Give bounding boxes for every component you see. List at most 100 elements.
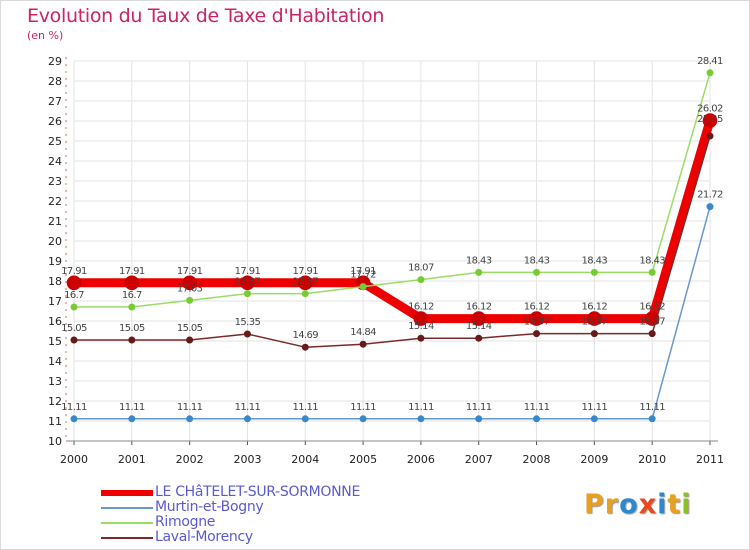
point-le-ch-telet-sur-sormonne-2001 [124,275,140,291]
y-tick-label-14: 14 [48,355,62,368]
data-label-rimogne-2010: 18.43 [639,255,665,266]
data-label-murtin-et-bogny-2000: 11.11 [61,402,87,413]
data-label-le-ch-telet-sur-sormonne-2009: 16.12 [582,302,608,313]
point-murtin-et-bogny-2003 [243,415,251,423]
data-label-le-ch-telet-sur-sormonne-2000: 17.91 [61,266,87,277]
data-label-rimogne-2009: 18.43 [582,255,608,266]
y-tick-label-11: 11 [48,415,62,428]
series-line-le-ch-telet-sur-sormonne [69,116,715,324]
point-rimogne-2000 [70,303,78,311]
data-label-le-ch-telet-sur-sormonne-2007: 16.12 [466,302,492,313]
data-label-le-ch-telet-sur-sormonne-2010: 16.12 [639,302,665,313]
point-laval-morency-2009 [590,330,598,338]
legend-swatch-rimogne [101,522,153,524]
point-murtin-et-bogny-2009 [590,415,598,423]
point-le-ch-telet-sur-sormonne-2003 [240,275,255,291]
point-rimogne-2011 [706,69,714,77]
point-murtin-et-bogny-2000 [70,415,78,423]
proxiti-logo: Proxiti [584,489,692,520]
data-label-murtin-et-bogny-2010: 11.11 [639,402,665,413]
point-laval-morency-2004 [301,343,309,351]
legend-label-laval-morency: Laval-Morency [155,529,253,545]
point-rimogne-2003 [243,290,251,298]
data-label-rimogne-2011: 28.41 [697,56,723,67]
y-tick-label-19: 19 [48,255,62,268]
point-le-ch-telet-sur-sormonne-2006 [413,311,429,326]
point-laval-morency-2011 [706,132,714,140]
point-rimogne-2001 [128,303,136,311]
data-label-murtin-et-bogny-2002: 11.11 [177,402,203,413]
data-label-murtin-et-bogny-2005: 11.11 [350,402,376,413]
data-label-murtin-et-bogny-2008: 11.11 [524,402,550,413]
data-label-murtin-et-bogny-2007: 11.11 [466,402,492,413]
series-layer [66,69,718,423]
data-label-le-ch-telet-sur-sormonne-2011: 26.02 [697,104,723,115]
point-laval-morency-2006 [417,334,425,342]
grid-layer [73,60,711,442]
data-label-le-ch-telet-sur-sormonne-2005: 17.91 [350,266,376,277]
legend-swatch-murtin-et-bogny [101,507,153,509]
data-label-rimogne-2005: 17.72 [350,270,376,281]
point-le-ch-telet-sur-sormonne-2011 [702,113,718,128]
y-tick-label-23: 23 [48,175,62,188]
data-label-murtin-et-bogny-2003: 11.11 [235,402,261,413]
y-tick-label-29: 29 [48,55,62,68]
y-tick-label-16: 16 [48,315,62,328]
data-label-le-ch-telet-sur-sormonne-2004: 17.91 [292,266,318,277]
data-label-rimogne-2008: 18.43 [524,255,550,266]
logo-letter: i [681,489,692,520]
data-label-laval-morency-2000: 15.05 [61,323,87,334]
data-label-rimogne-2002: 17.03 [177,283,203,294]
point-murtin-et-bogny-2011 [706,203,714,211]
logo-letter: t [667,489,682,520]
point-murtin-et-bogny-2008 [533,415,541,423]
point-laval-morency-2008 [533,330,541,338]
point-le-ch-telet-sur-sormonne-2009 [587,311,602,326]
point-le-ch-telet-sur-sormonne-2000 [66,275,82,291]
point-murtin-et-bogny-2010 [648,415,656,423]
x-tick-label-2006: 2006 [407,453,435,466]
data-label-laval-morency-2009: 15.37 [582,317,608,328]
data-label-laval-morency-2006: 15.14 [408,321,434,332]
point-rimogne-2005 [359,283,367,291]
y-tick-label-24: 24 [48,155,62,168]
point-rimogne-2007 [475,268,483,276]
x-tick-label-2007: 2007 [465,453,493,466]
data-label-rimogne-2003: 17.37 [235,277,261,288]
y-tick-label-20: 20 [48,235,62,248]
x-tick-label-2002: 2002 [176,453,204,466]
point-rimogne-2010 [648,268,656,276]
data-label-laval-morency-2003: 15.35 [235,317,261,328]
point-le-ch-telet-sur-sormonne-2008 [529,311,544,326]
logo-letter: i [657,489,668,520]
series-line-rimogne [73,72,711,308]
series-line-laval-morency [73,135,711,348]
x-tick-label-2003: 2003 [233,453,261,466]
y-tick-label-15: 15 [48,335,62,348]
y-tick-label-28: 28 [48,75,62,88]
chart-unit: (en %) [27,29,64,42]
logo-letter: x [638,489,658,520]
point-murtin-et-bogny-2001 [128,415,136,423]
x-tick-label-2001: 2001 [118,453,146,466]
x-tick-label-2008: 2008 [523,453,551,466]
logo-letter: o [619,489,639,520]
point-murtin-et-bogny-2005 [359,415,367,423]
data-label-laval-morency-2005: 14.84 [350,327,376,338]
point-rimogne-2006 [417,276,425,284]
point-laval-morency-2003 [243,330,251,338]
point-rimogne-2009 [590,268,598,276]
point-murtin-et-bogny-2002 [186,415,194,423]
point-laval-morency-2007 [475,334,483,342]
data-label-rimogne-2007: 18.43 [466,255,492,266]
y-tick-label-26: 26 [48,115,62,128]
data-label-rimogne-2001: 16.7 [122,290,142,301]
data-label-laval-morency-2004: 14.69 [292,330,318,341]
x-tick-label-2000: 2000 [60,453,88,466]
point-laval-morency-2002 [186,336,194,344]
axis-layer: 10 11 12 13 14 15 16 17 18 19 20 21 22 23 24 25 26 27 28 29… [48,55,724,466]
point-rimogne-2002 [186,296,194,304]
y-tick-label-25: 25 [48,135,62,148]
